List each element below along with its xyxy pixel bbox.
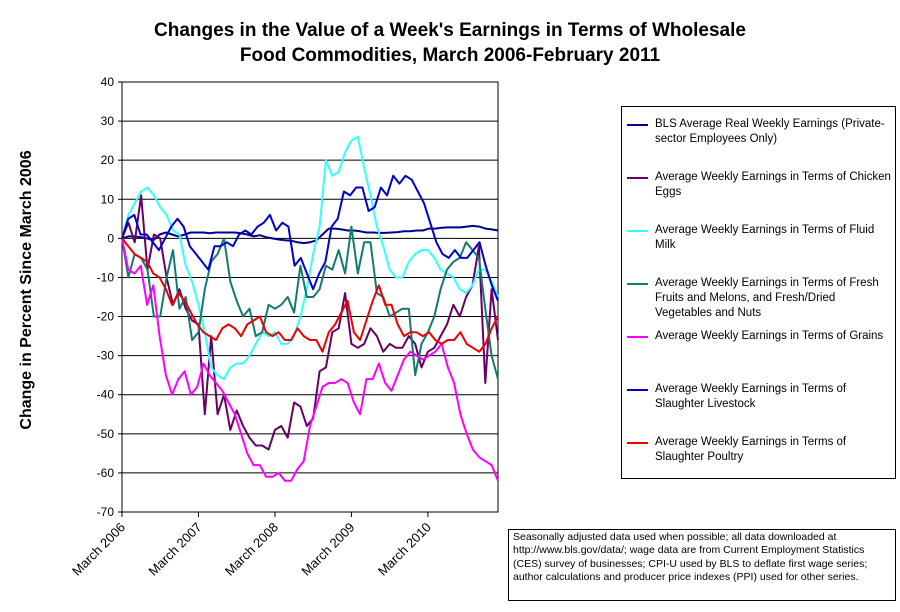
y-tick-label: -40 <box>97 388 115 402</box>
series-line-5 <box>121 238 499 482</box>
y-tick-label: 20 <box>101 153 115 167</box>
legend-swatch <box>627 283 648 285</box>
series-line-7 <box>121 237 499 353</box>
gridlines <box>122 81 498 513</box>
legend-label: BLS Average Real Weekly Earnings (Privat… <box>655 118 885 145</box>
series-line-4 <box>121 225 499 380</box>
legend-label: Average Weekly Earnings in Terms of Slau… <box>655 436 847 463</box>
series-line-6 <box>121 174 499 302</box>
series-line-2 <box>121 194 499 451</box>
x-tick-label: March 2008 <box>222 520 281 579</box>
series-line-3 <box>121 135 499 381</box>
legend-label: Average Weekly Earnings in Terms of Chic… <box>655 171 891 198</box>
legend-swatch <box>627 230 648 232</box>
y-tick-label: -60 <box>97 466 115 480</box>
y-tick-label: -20 <box>97 310 115 324</box>
legend-swatch <box>627 389 648 391</box>
x-tick-label: March 2010 <box>375 520 434 579</box>
legend: BLS Average Real Weekly Earnings (Privat… <box>621 106 896 479</box>
x-tick-label: March 2007 <box>145 520 204 579</box>
legend-swatch <box>627 124 648 126</box>
chart-title-line-2: Food Commodities, March 2006-February 20… <box>239 45 661 66</box>
x-tick-label: March 2009 <box>298 520 357 579</box>
legend-swatch <box>627 442 648 444</box>
chart-title: Changes in the Value of a Week's Earning… <box>0 18 900 68</box>
legend-label: Average Weekly Earnings in Terms of Fres… <box>655 277 879 319</box>
series-lines <box>121 135 499 482</box>
y-tick-label: 40 <box>101 75 115 89</box>
legend-label: Average Weekly Earnings in Terms of Flui… <box>655 224 875 251</box>
legend-label: Average Weekly Earnings in Terms of Slau… <box>655 383 847 410</box>
y-tick-label: -70 <box>97 505 115 519</box>
legend-swatch <box>627 177 648 179</box>
y-tick-label: 0 <box>107 231 114 245</box>
y-tick-label: 10 <box>101 192 115 206</box>
chart-title-line-1: Changes in the Value of a Week's Earning… <box>154 20 746 41</box>
x-tick-label: March 2006 <box>69 520 128 579</box>
y-tick-label: -30 <box>97 349 115 363</box>
y-tick-label: -50 <box>97 427 115 441</box>
source-note: Seasonally adjusted data used when possi… <box>508 529 896 601</box>
legend-swatch <box>627 336 648 338</box>
series-line-1 <box>121 224 499 245</box>
y-tick-label: 30 <box>101 114 115 128</box>
legend-label: Average Weekly Earnings in Terms of Grai… <box>655 330 884 342</box>
y-tick-label: -10 <box>97 270 115 284</box>
